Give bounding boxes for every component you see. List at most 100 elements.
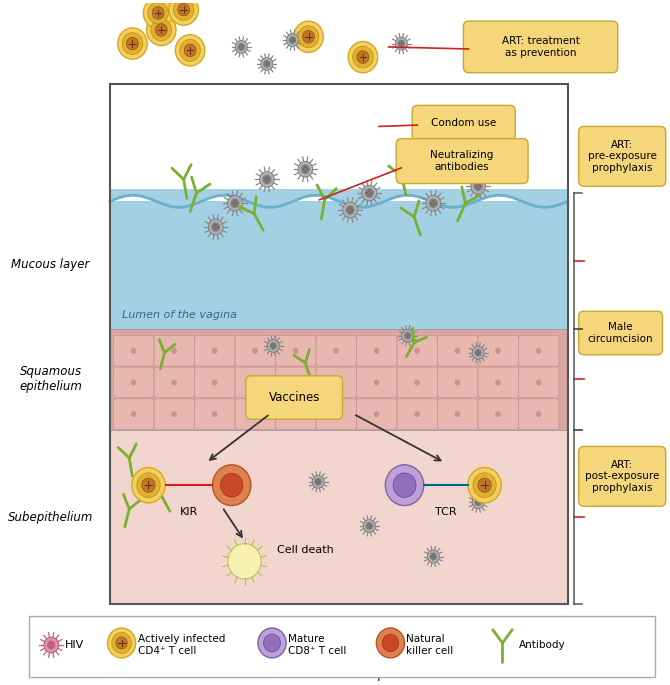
Circle shape — [137, 473, 160, 497]
Circle shape — [333, 411, 339, 417]
Circle shape — [228, 195, 243, 211]
Circle shape — [495, 411, 501, 417]
Circle shape — [230, 199, 239, 208]
FancyBboxPatch shape — [464, 21, 618, 73]
Circle shape — [268, 63, 269, 65]
Circle shape — [214, 228, 216, 230]
Text: Antibody: Antibody — [519, 640, 565, 650]
Circle shape — [472, 496, 484, 508]
Circle shape — [298, 162, 313, 177]
Circle shape — [474, 182, 482, 191]
Circle shape — [477, 350, 479, 352]
FancyBboxPatch shape — [438, 336, 478, 366]
FancyBboxPatch shape — [275, 399, 316, 429]
Circle shape — [169, 0, 198, 25]
Circle shape — [302, 168, 304, 171]
Circle shape — [152, 7, 164, 19]
Circle shape — [476, 352, 477, 353]
Circle shape — [479, 501, 480, 503]
Circle shape — [293, 411, 298, 417]
FancyBboxPatch shape — [316, 367, 356, 398]
FancyBboxPatch shape — [114, 367, 154, 398]
Circle shape — [212, 379, 217, 386]
FancyBboxPatch shape — [114, 336, 154, 366]
Circle shape — [234, 200, 236, 202]
Circle shape — [429, 199, 438, 208]
Text: Mucous layer: Mucous layer — [11, 258, 90, 271]
FancyBboxPatch shape — [519, 399, 559, 429]
Circle shape — [318, 483, 319, 484]
Circle shape — [44, 637, 58, 653]
Circle shape — [398, 40, 405, 47]
Circle shape — [112, 632, 131, 653]
Circle shape — [407, 336, 409, 338]
Circle shape — [234, 204, 236, 206]
FancyBboxPatch shape — [519, 336, 559, 366]
Circle shape — [477, 353, 479, 356]
Text: Male
circumcision: Male circumcision — [588, 322, 653, 344]
Circle shape — [366, 192, 368, 194]
FancyBboxPatch shape — [246, 376, 342, 419]
Circle shape — [220, 473, 243, 497]
Circle shape — [263, 175, 271, 184]
Circle shape — [264, 178, 266, 181]
Circle shape — [271, 345, 273, 347]
Circle shape — [252, 379, 258, 386]
Circle shape — [366, 522, 373, 530]
FancyBboxPatch shape — [356, 399, 397, 429]
Circle shape — [349, 207, 351, 209]
Circle shape — [352, 46, 373, 68]
Circle shape — [263, 634, 281, 652]
Circle shape — [426, 195, 441, 211]
Circle shape — [265, 63, 266, 65]
Circle shape — [370, 525, 372, 527]
Circle shape — [122, 33, 143, 55]
FancyBboxPatch shape — [579, 311, 663, 355]
Circle shape — [263, 60, 271, 68]
FancyBboxPatch shape — [579, 127, 666, 186]
Circle shape — [433, 558, 434, 559]
Circle shape — [474, 349, 482, 357]
Circle shape — [304, 166, 306, 168]
Text: HIV: HIV — [65, 640, 84, 650]
Circle shape — [333, 348, 339, 353]
Circle shape — [252, 348, 258, 353]
Circle shape — [477, 183, 479, 185]
Circle shape — [178, 3, 190, 16]
Circle shape — [232, 202, 234, 204]
Circle shape — [273, 347, 274, 349]
Circle shape — [468, 468, 501, 503]
Circle shape — [343, 202, 358, 218]
Circle shape — [429, 553, 437, 560]
Circle shape — [180, 40, 200, 61]
Circle shape — [151, 19, 172, 41]
Circle shape — [259, 172, 274, 187]
Circle shape — [303, 31, 314, 43]
Circle shape — [455, 348, 460, 353]
Circle shape — [405, 335, 407, 336]
FancyBboxPatch shape — [579, 447, 666, 506]
Circle shape — [261, 58, 273, 71]
FancyBboxPatch shape — [235, 367, 275, 398]
Circle shape — [172, 379, 177, 386]
FancyBboxPatch shape — [154, 399, 194, 429]
FancyBboxPatch shape — [29, 616, 655, 677]
Circle shape — [267, 340, 279, 352]
Circle shape — [399, 42, 401, 45]
Circle shape — [477, 499, 479, 501]
Circle shape — [306, 168, 308, 171]
Circle shape — [495, 379, 501, 386]
FancyBboxPatch shape — [275, 336, 316, 366]
FancyBboxPatch shape — [412, 105, 515, 140]
Circle shape — [293, 348, 298, 353]
Circle shape — [131, 411, 137, 417]
Circle shape — [228, 544, 261, 579]
Circle shape — [239, 46, 241, 48]
Text: TCR: TCR — [436, 507, 457, 517]
FancyBboxPatch shape — [397, 367, 438, 398]
Circle shape — [241, 48, 242, 49]
Circle shape — [476, 501, 477, 503]
Circle shape — [238, 43, 245, 51]
Text: Squamous
epithelium: Squamous epithelium — [19, 365, 82, 393]
Circle shape — [316, 481, 318, 483]
